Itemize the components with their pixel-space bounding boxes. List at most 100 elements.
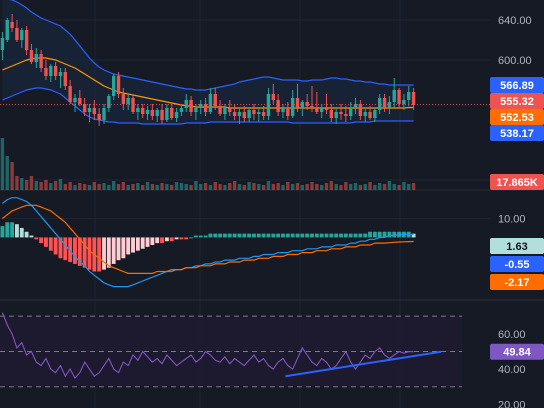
candle[interactable] [131,94,135,114]
candle[interactable] [63,68,67,90]
candle[interactable] [261,106,266,120]
candle[interactable] [97,108,101,126]
macd-badge[interactable]: -0.55 [490,256,544,272]
candle[interactable] [213,88,217,110]
candle[interactable] [276,94,280,116]
macd-panel[interactable] [0,197,416,288]
price-axis[interactable]: 640.00600.00480.00566.89555.32552.53538.… [490,15,544,408]
candle[interactable] [271,84,275,104]
candle[interactable] [387,96,392,114]
candle[interactable] [315,92,319,114]
candle[interactable] [82,98,87,116]
candle[interactable] [53,62,58,80]
macd-badge[interactable]: 1.63 [490,238,544,254]
candle[interactable] [344,106,348,122]
candle[interactable] [247,108,251,122]
candle[interactable] [382,94,387,112]
candle[interactable] [242,106,246,122]
macd-badge[interactable]: -2.17 [490,274,544,290]
rsi-panel[interactable] [0,312,462,388]
candle[interactable] [194,104,198,120]
candle[interactable] [319,104,324,118]
price-badge[interactable]: 555.32 [490,93,544,109]
candle[interactable] [334,108,338,124]
volume-badge[interactable]: 17.865K [490,174,544,190]
candle[interactable] [184,94,188,112]
candle[interactable] [87,104,92,122]
candle[interactable] [402,94,406,110]
candle[interactable] [102,104,106,124]
candle[interactable] [339,104,343,120]
candle[interactable] [310,86,314,112]
candle[interactable] [24,26,29,55]
candle[interactable] [329,104,334,122]
candle[interactable] [116,72,121,98]
candle[interactable] [223,104,227,120]
candle[interactable] [174,108,179,122]
candle[interactable] [353,98,358,114]
rsi-trendline[interactable] [285,350,442,378]
candle[interactable] [73,94,77,112]
candle[interactable] [295,84,300,112]
candle[interactable] [0,32,5,60]
candle[interactable] [68,80,72,104]
candle[interactable] [237,108,242,124]
candle[interactable] [145,106,150,120]
candle[interactable] [189,96,193,116]
candle[interactable] [208,88,213,114]
candle[interactable] [58,68,63,88]
candle[interactable] [300,100,305,116]
candle[interactable] [228,100,232,116]
candle[interactable] [363,108,367,122]
candle[interactable] [78,90,82,106]
candle[interactable] [150,104,155,120]
candle[interactable] [349,102,353,120]
candle[interactable] [92,100,97,120]
price-badge[interactable]: 566.89 [490,77,544,93]
rsi-badge[interactable]: 49.84 [490,343,544,360]
candle[interactable] [411,88,416,110]
candle[interactable] [170,104,174,120]
candle[interactable] [252,104,256,120]
candle[interactable] [126,94,130,110]
candle[interactable] [290,90,295,118]
candle[interactable] [232,104,237,120]
price-badge[interactable]: 538.17 [490,125,544,141]
candle[interactable] [5,18,9,42]
candle[interactable] [136,104,140,120]
candle[interactable] [121,88,126,110]
candle[interactable] [39,50,43,72]
candle[interactable] [324,94,329,114]
candle[interactable] [111,74,116,100]
candle[interactable] [179,104,184,116]
candle[interactable] [160,104,164,124]
volume-panel[interactable] [0,138,416,190]
candle[interactable] [407,86,411,106]
candle[interactable] [199,100,203,114]
candle[interactable] [203,98,208,116]
candle[interactable] [29,44,34,64]
candle[interactable] [281,104,285,118]
candle[interactable] [305,94,309,110]
candle[interactable] [373,108,377,122]
candle[interactable] [34,48,38,68]
candle[interactable] [218,100,222,116]
candle[interactable] [44,60,48,80]
candle[interactable] [378,94,382,114]
candle[interactable] [15,20,19,42]
candle[interactable] [107,94,111,112]
candle[interactable] [368,106,372,120]
price-panel[interactable] [0,0,490,126]
price-badge[interactable]: 552.53 [490,109,544,125]
candle[interactable] [257,108,261,122]
candle[interactable] [49,64,53,82]
candle[interactable] [165,104,169,122]
candle[interactable] [286,102,290,120]
candle[interactable] [358,100,363,120]
candle[interactable] [141,104,145,118]
candle[interactable] [10,14,14,32]
candle[interactable] [155,108,159,122]
candle[interactable] [266,88,271,120]
candle[interactable] [392,78,396,108]
